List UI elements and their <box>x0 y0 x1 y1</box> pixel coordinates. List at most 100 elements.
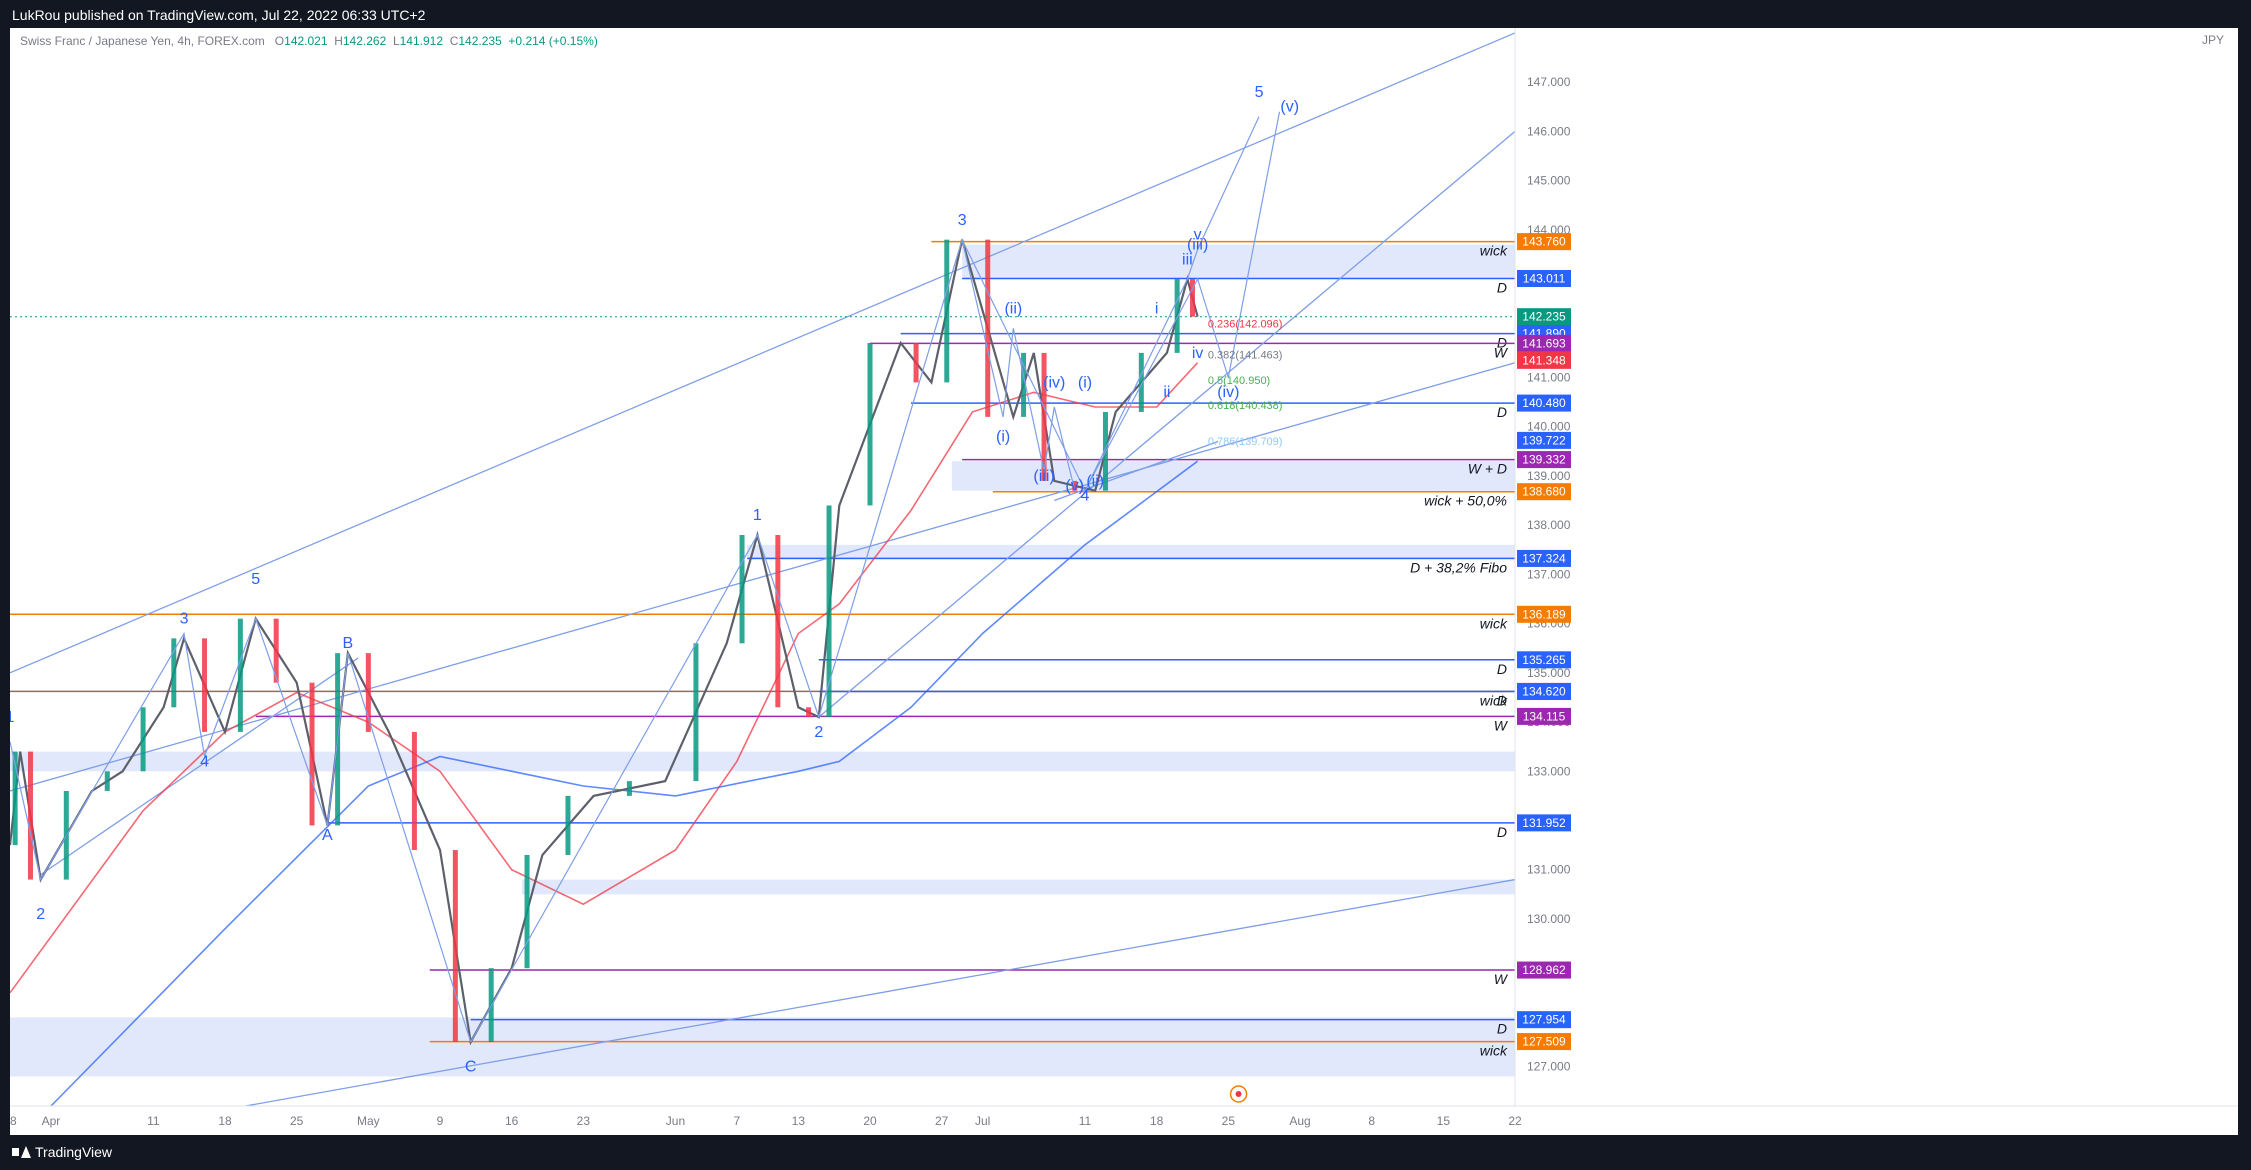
wave-label: (iv) <box>1217 384 1239 401</box>
open-value: 142.021 <box>284 34 328 48</box>
price-tag-label: 141.348 <box>1522 353 1566 367</box>
candle <box>411 731 417 851</box>
y-tick-label: 145.000 <box>1527 174 1571 188</box>
x-tick-label: May <box>357 1114 380 1128</box>
price-tag-label: 137.324 <box>1522 551 1566 565</box>
level-label: W + D <box>1468 461 1507 477</box>
x-tick-label: 27 <box>935 1114 949 1128</box>
x-tick-label: 22 <box>1508 1114 1522 1128</box>
x-tick-label: 25 <box>1222 1114 1236 1128</box>
level-label: D <box>1497 404 1507 420</box>
event-marker-dot <box>1235 1091 1242 1097</box>
level-label: D <box>1497 279 1507 295</box>
level-label: wick + 50,0% <box>1424 493 1507 509</box>
y-tick-label: 147.000 <box>1527 75 1571 89</box>
currency-label: JPY <box>2201 33 2224 47</box>
trend-line <box>818 130 1516 718</box>
y-tick-label: 141.000 <box>1527 370 1571 384</box>
price-tag-label: 136.189 <box>1522 607 1566 621</box>
candle <box>985 239 991 417</box>
zone-rect <box>10 1017 1515 1077</box>
candle <box>913 343 919 383</box>
candle <box>693 643 699 782</box>
low-value: 141.912 <box>399 34 444 48</box>
open-label: O <box>274 34 285 48</box>
y-tick-label: 140.000 <box>1527 420 1571 434</box>
publisher-text: LukRou published on TradingView.com, Jul… <box>12 7 426 23</box>
price-tag <box>1517 1011 1571 1029</box>
moving-average-blue <box>50 460 1199 1107</box>
y-tick-label: 137.000 <box>1527 567 1571 581</box>
candle <box>171 638 177 708</box>
y-tick-label: 135.000 <box>1527 666 1571 680</box>
y-tick-label: 146.000 <box>1527 124 1571 138</box>
wave-label: 1 <box>10 709 15 726</box>
trend-line <box>245 878 1516 1107</box>
level-label: wick <box>1480 615 1508 631</box>
candle <box>626 781 632 796</box>
y-tick-label: 138.000 <box>1527 518 1571 532</box>
trend-line <box>1054 440 1219 502</box>
candle <box>365 653 371 732</box>
price-tag-label: 139.722 <box>1522 433 1566 447</box>
price-tag <box>1517 707 1571 725</box>
candle <box>1021 352 1027 417</box>
wave-label: 2 <box>814 724 823 741</box>
price-tag-label: 127.509 <box>1522 1035 1566 1049</box>
price-tag <box>1517 961 1571 979</box>
x-tick-label: 18 <box>218 1114 232 1128</box>
candle <box>309 682 315 826</box>
tradingview-logo-icon <box>12 1146 31 1158</box>
y-tick-label: 133.000 <box>1527 764 1571 778</box>
price-tag-label: 143.011 <box>1523 271 1566 285</box>
price-tag <box>1517 683 1571 701</box>
wave-label: (ii) <box>1004 300 1022 317</box>
candle <box>452 850 458 1043</box>
wave-label: A <box>322 827 333 844</box>
level-label: W <box>1494 971 1509 987</box>
symbol-name: Swiss Franc / Japanese Yen, 4h, FOREX.co… <box>20 34 265 48</box>
price-tag <box>1517 394 1571 412</box>
wave-label: iv <box>1192 345 1204 362</box>
x-tick-label: 16 <box>505 1114 519 1128</box>
price-tag <box>1517 651 1571 669</box>
price-tag-label: 135.265 <box>1522 653 1566 667</box>
high-label: H <box>334 34 343 48</box>
x-tick-label: 20 <box>863 1114 877 1128</box>
price-tag <box>1517 351 1571 369</box>
level-label: wick <box>1480 1043 1508 1059</box>
price-tag <box>1517 549 1571 567</box>
candle <box>237 618 243 732</box>
tradingview-logo[interactable]: TradingView <box>12 1144 112 1160</box>
level-label: D <box>1497 693 1507 709</box>
candle <box>867 343 873 506</box>
candle <box>826 505 832 718</box>
level-label: wick <box>1480 692 1508 708</box>
price-tag-label: 139.332 <box>1522 453 1566 467</box>
level-label: D + 38,2% Fibo <box>1410 559 1507 575</box>
x-tick-label: 7 <box>734 1114 741 1128</box>
zone-rect <box>10 751 1515 772</box>
fib-label: 0.786(139.709) <box>1208 436 1283 448</box>
fib-label: 0.618(140.438) <box>1208 400 1283 412</box>
wave-label: ii <box>1163 384 1170 401</box>
wave-label: 4 <box>200 753 209 770</box>
wave-label: 2 <box>36 906 45 923</box>
fib-label: 0.5(140.950) <box>1208 375 1270 387</box>
wave-label: (v) <box>1280 99 1299 116</box>
price-tag <box>1517 431 1571 449</box>
footer-bar: TradingView <box>0 1135 2251 1170</box>
level-label: D <box>1497 824 1507 840</box>
price-tag <box>1517 451 1571 469</box>
price-tag-label: 127.954 <box>1522 1013 1566 1027</box>
candle <box>273 618 279 683</box>
candle <box>1190 279 1195 317</box>
trend-line <box>10 32 1516 674</box>
candle <box>27 751 33 880</box>
wave-path <box>10 616 472 1043</box>
candle <box>806 707 812 718</box>
tradingview-logo-text: TradingView <box>35 1144 113 1160</box>
price-tag-label: 134.620 <box>1522 685 1566 699</box>
